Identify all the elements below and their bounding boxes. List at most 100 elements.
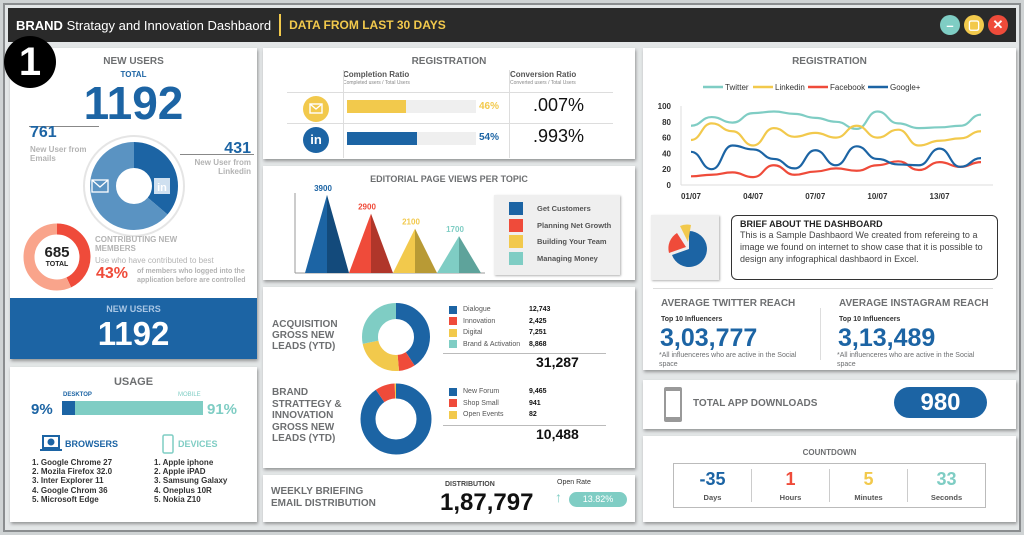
weekly-briefing-panel: WEEKLY BRIEFING EMAIL DISTRIBUTION DISTR… <box>263 475 635 522</box>
brief-box: BRIEF ABOUT THE DASHBOARD This is a Samp… <box>731 215 998 280</box>
acquisition-total: 31,287 <box>536 354 579 370</box>
title-bar: BRAND Stratagy and Innovation Dashbaord … <box>8 8 1016 42</box>
series-line-facebook <box>690 160 982 179</box>
maximize-button[interactable]: ▢ <box>964 15 984 35</box>
twitter-reach-title: AVERAGE TWITTER REACH <box>661 298 796 309</box>
instagram-reach-sub: Top 10 Influencers <box>839 316 901 323</box>
legend-label: Dialogue <box>463 306 491 314</box>
countdown-hours: 1 Hours <box>751 469 829 502</box>
close-button[interactable]: ✕ <box>988 15 1008 35</box>
divider <box>509 70 510 158</box>
dashboard-title: Stratagy and Innovation Dashbaord <box>66 17 272 33</box>
x-tick-label: 10/07 <box>867 192 888 201</box>
legend-item: Innovation 2,425 <box>449 316 579 328</box>
legend-label: Building Your Team <box>537 237 607 246</box>
legend-item: Building Your Team <box>509 235 607 248</box>
pyramid-bar <box>437 236 459 273</box>
email-leader-line <box>29 126 99 127</box>
series-line-twitter <box>690 110 982 131</box>
registration-title: REGISTRATION <box>411 56 487 67</box>
new-users-title: NEW USERS <box>103 56 164 67</box>
registration-line-chart: 0 20 40 60 80 100 01/07 04/07 07/07 10/07 13/07 Twi… <box>658 83 993 201</box>
legend-swatch <box>449 387 457 396</box>
app-downloads-label: TOTAL APP DOWNLOADS <box>693 398 818 409</box>
distribution-label: DISTRIBUTION <box>445 481 495 488</box>
total-label: TOTAL <box>120 70 147 79</box>
editorial-title: EDITORIAL PAGE VIEWS PER TOPIC <box>370 174 528 184</box>
up-arrow-icon: ↑ <box>555 489 562 505</box>
legend-item: Shop Small 941 <box>449 398 579 410</box>
editorial-legend: Get Customers Planning Net Growth Building… <box>494 195 620 275</box>
band-value: 1192 <box>97 315 170 352</box>
legend-swatch <box>509 202 523 215</box>
open-rate-badge: 13.82% <box>569 492 627 507</box>
legend-item: Managing Money <box>509 251 598 265</box>
devices-list: 1. Apple iphone 2. Apple iPAD 3. Samsung G… <box>154 458 227 504</box>
acquisition-legend: Dialogue 12,743 Innovation 2,425 Digital 7,25… <box>449 304 579 350</box>
title-divider <box>279 14 282 36</box>
band-title: NEW USERS <box>106 304 161 314</box>
pyramid-bar-shade <box>327 194 349 273</box>
data-label: 3900 <box>314 184 332 193</box>
x-tick-label: 07/07 <box>805 192 826 201</box>
brief-text: This is a Sample Dashbaord We created fr… <box>740 230 983 264</box>
browser-item: 3. Inter Explorer 11 <box>32 476 104 486</box>
email-icon <box>91 179 109 193</box>
device-item: 4. Oneplus 10R <box>154 485 212 495</box>
legend-swatch <box>449 328 457 337</box>
legend-label: Google+ <box>890 83 921 92</box>
legend-value: 2,425 <box>529 317 547 325</box>
registration-chart-panel: REGISTRATION 0 20 40 60 80 100 01/07 04/07 07/07… <box>643 48 1016 370</box>
linkedin-users-value: 431 <box>224 140 251 157</box>
legend-item: New Forum 9,465 <box>449 386 579 398</box>
divider <box>653 288 993 289</box>
leads-panel: ACQUISITION GROSS NEW LEADS (YTD) Dialog… <box>263 287 635 468</box>
legend-swatch <box>509 251 523 265</box>
smartphone-icon <box>664 387 682 422</box>
twitter-reach-note: *All influenceres who are active in the … <box>659 352 797 368</box>
legend-value: 941 <box>529 399 541 407</box>
editorial-panel: EDITORIAL PAGE VIEWS PER TOPIC 3900 2900 2… <box>263 166 635 280</box>
app-downloads-panel: TOTAL APP DOWNLOADS 980 <box>643 380 1016 429</box>
divider <box>287 123 613 124</box>
countdown-unit: Seconds <box>930 493 963 502</box>
desktop-percent: 9% <box>31 401 53 418</box>
pyramid-bar-shade <box>415 228 437 273</box>
x-tick-label: 13/07 <box>930 192 951 201</box>
linkedin-icon: in <box>303 127 329 153</box>
y-tick-label: 80 <box>662 118 671 127</box>
legend-label: Facebook <box>830 83 866 92</box>
series-line-linkedin <box>690 122 982 147</box>
countdown-value: 5 <box>863 469 874 489</box>
data-label: 1700 <box>446 225 464 234</box>
divider <box>287 92 613 93</box>
legend-swatch <box>449 340 457 349</box>
series-line-googleplus <box>690 144 982 171</box>
new-users-slice <box>90 142 178 230</box>
countdown-value: 1 <box>785 469 796 489</box>
brand-strategy-total: 10,488 <box>536 426 579 442</box>
countdown-seconds: 33 Seconds <box>907 469 985 502</box>
conversion-sub: Converted users / Total Users <box>510 80 576 86</box>
new-users-donut: in <box>83 135 185 237</box>
countdown-days: -35 Days <box>674 469 751 502</box>
legend-value: 7,251 <box>529 329 547 337</box>
mobile-device-icon <box>162 434 174 454</box>
legend-value: 12,743 <box>529 306 551 314</box>
minimize-button[interactable]: – <box>940 15 960 35</box>
browser-item: 2. Mozila Firefox 32.0 <box>32 467 113 477</box>
legend-label: Twitter <box>725 83 749 92</box>
brand-strategy-legend: New Forum 9,465 Shop Small 941 Open Events 82 <box>449 386 579 421</box>
x-tick-label: 01/07 <box>681 192 702 201</box>
countdown-panel: COUNTDOWN -35 Days 1 Hours 5 Minutes 33 Seconds <box>643 436 1016 522</box>
device-item: 5. Nokia Z10 <box>154 494 201 504</box>
legend-label: New Forum <box>463 388 500 396</box>
browsers-list: 1. Google Chrome 27 2. Mozila Firefox 32.… <box>32 458 112 504</box>
y-tick-label: 100 <box>658 102 672 111</box>
data-label: 2100 <box>402 218 420 227</box>
email-users-label: New User from Emails <box>30 145 87 163</box>
usage-title: USAGE <box>113 376 154 388</box>
acquisition-slice <box>362 303 430 371</box>
legend-label: Brand & Activation <box>463 340 521 348</box>
instagram-reach-value: 3,13,489 <box>838 324 936 352</box>
